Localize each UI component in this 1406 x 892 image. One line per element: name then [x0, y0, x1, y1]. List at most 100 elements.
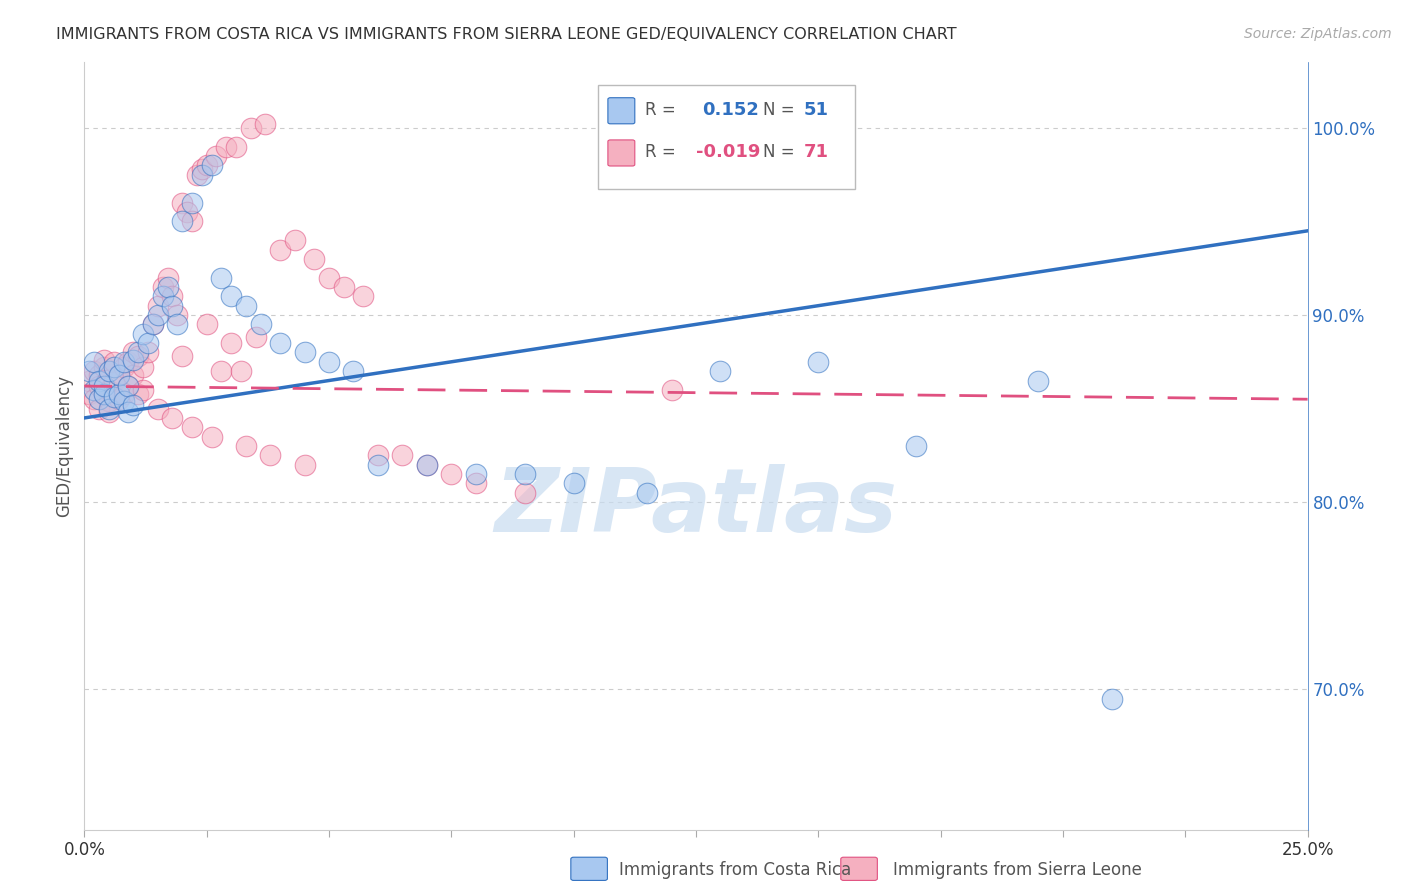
Point: [191, 168, 214, 182]
Point: [416, 458, 439, 472]
Point: [132, 326, 155, 341]
Point: [117, 405, 139, 419]
Text: N =: N =: [763, 144, 800, 161]
Point: [219, 336, 242, 351]
Point: [464, 476, 486, 491]
Point: [77, 364, 100, 378]
Point: [103, 360, 125, 375]
Point: [294, 345, 316, 359]
Point: [132, 360, 155, 375]
Point: [162, 299, 184, 313]
Point: [112, 360, 135, 375]
Point: [142, 318, 165, 332]
Text: 71: 71: [804, 144, 828, 161]
Point: [87, 379, 110, 393]
Point: [107, 368, 129, 382]
Point: [209, 270, 232, 285]
Point: [186, 168, 208, 182]
Point: [513, 467, 536, 481]
Point: [146, 308, 169, 322]
Point: [97, 383, 120, 397]
Point: [122, 398, 145, 412]
Point: [235, 299, 257, 313]
Point: [332, 280, 354, 294]
Point: [93, 386, 115, 401]
Point: [103, 355, 125, 369]
Point: [205, 149, 228, 163]
Text: ZIPatlas: ZIPatlas: [495, 464, 897, 551]
Text: Immigrants from Sierra Leone: Immigrants from Sierra Leone: [893, 861, 1142, 879]
Point: [122, 353, 145, 368]
Point: [318, 270, 340, 285]
Point: [136, 336, 159, 351]
Point: [83, 383, 105, 397]
Point: [127, 349, 149, 363]
Text: Source: ZipAtlas.com: Source: ZipAtlas.com: [1244, 27, 1392, 41]
Point: [132, 383, 155, 397]
Point: [367, 448, 389, 462]
Point: [440, 467, 463, 481]
Point: [107, 386, 129, 401]
Text: IMMIGRANTS FROM COSTA RICA VS IMMIGRANTS FROM SIERRA LEONE GED/EQUIVALENCY CORRE: IMMIGRANTS FROM COSTA RICA VS IMMIGRANTS…: [56, 27, 957, 42]
Point: [146, 401, 169, 416]
Point: [661, 383, 683, 397]
Point: [83, 364, 105, 378]
Text: 51: 51: [804, 101, 828, 119]
Point: [107, 392, 129, 407]
Point: [245, 330, 267, 344]
Point: [156, 280, 179, 294]
Point: [112, 394, 135, 409]
Point: [166, 318, 188, 332]
Point: [77, 374, 100, 388]
Point: [342, 364, 364, 378]
Point: [87, 368, 110, 382]
FancyBboxPatch shape: [598, 86, 855, 189]
Point: [142, 318, 165, 332]
Point: [172, 195, 194, 210]
Point: [269, 336, 291, 351]
Point: [235, 439, 257, 453]
Point: [117, 355, 139, 369]
Point: [209, 364, 232, 378]
Point: [172, 214, 194, 228]
Point: [181, 195, 204, 210]
Point: [112, 386, 135, 401]
Point: [117, 379, 139, 393]
Point: [152, 289, 174, 303]
Point: [225, 139, 247, 153]
Point: [87, 374, 110, 388]
Point: [83, 392, 105, 407]
Point: [416, 458, 439, 472]
Point: [905, 439, 928, 453]
Point: [249, 318, 271, 332]
Point: [1101, 691, 1123, 706]
Point: [195, 158, 218, 172]
Point: [93, 379, 115, 393]
Point: [162, 289, 184, 303]
FancyBboxPatch shape: [607, 140, 636, 166]
Point: [181, 214, 204, 228]
Text: N =: N =: [763, 101, 800, 119]
Point: [112, 355, 135, 369]
Point: [122, 345, 145, 359]
Text: 0.152: 0.152: [702, 101, 759, 119]
Point: [166, 308, 188, 322]
Point: [117, 379, 139, 393]
Y-axis label: GED/Equivalency: GED/Equivalency: [55, 375, 73, 517]
Point: [259, 448, 281, 462]
Point: [1028, 374, 1050, 388]
Point: [807, 355, 830, 369]
Text: -0.019: -0.019: [696, 144, 761, 161]
FancyBboxPatch shape: [571, 857, 607, 880]
Point: [176, 205, 198, 219]
Point: [200, 430, 222, 444]
Point: [200, 158, 222, 172]
Point: [103, 390, 125, 404]
Point: [93, 360, 115, 375]
Point: [229, 364, 252, 378]
Point: [103, 374, 125, 388]
Point: [269, 243, 291, 257]
Point: [146, 299, 169, 313]
Point: [562, 476, 585, 491]
Point: [97, 364, 120, 378]
